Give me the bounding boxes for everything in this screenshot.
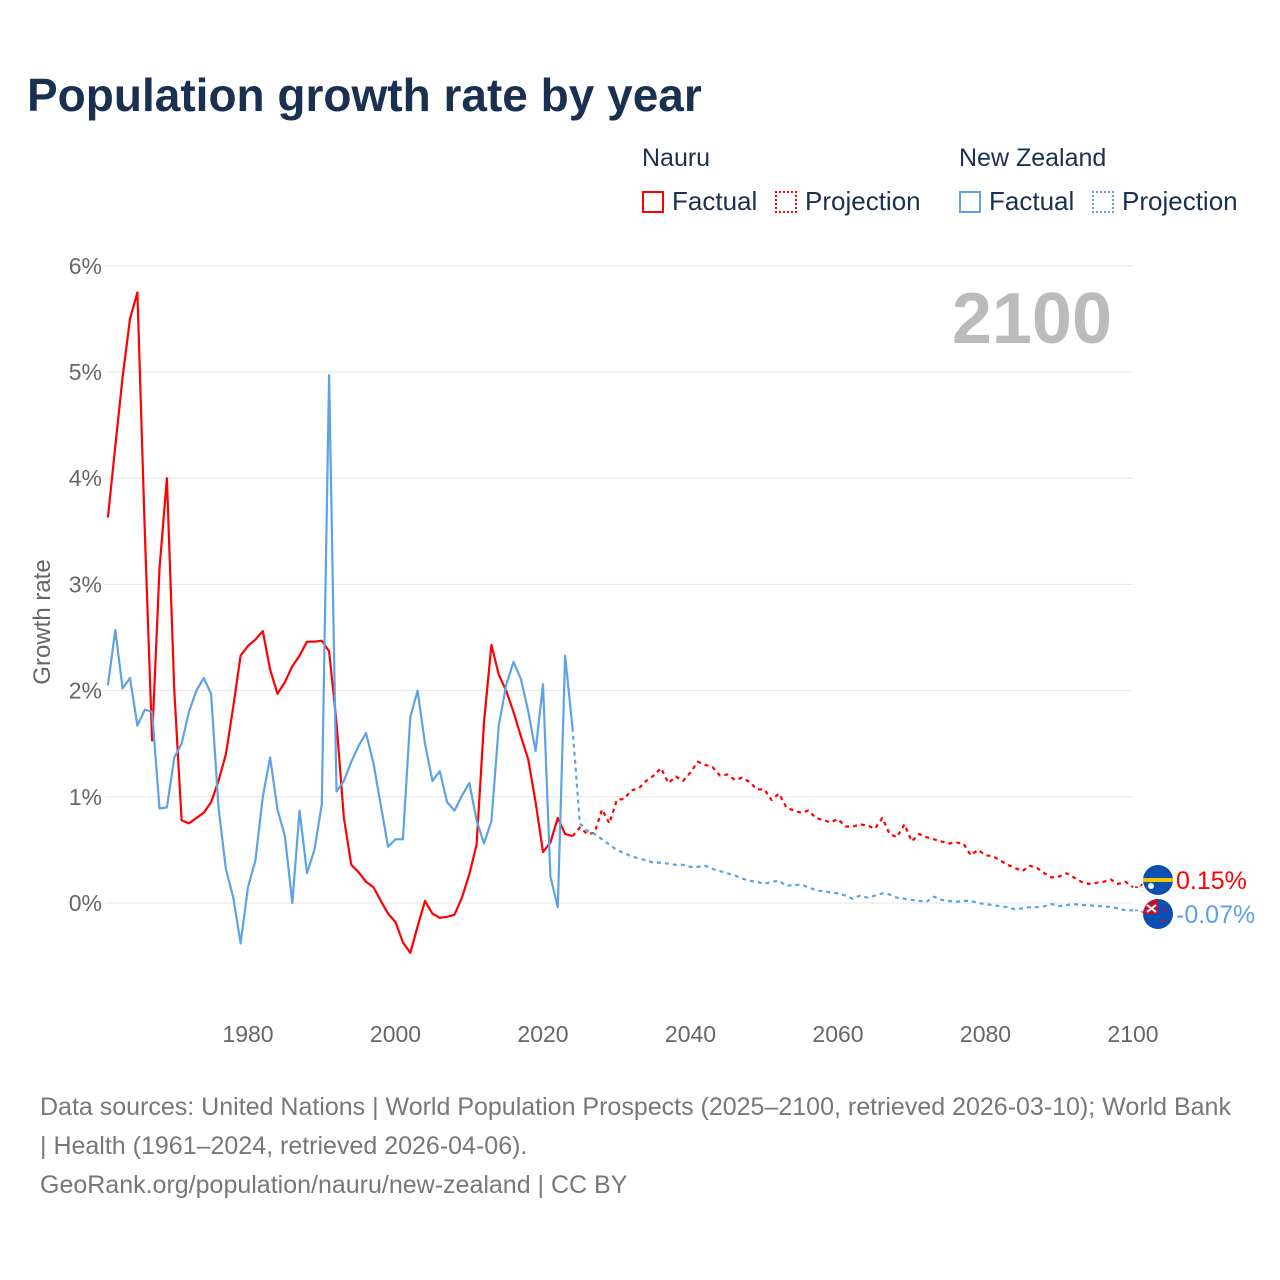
legend-label: Projection [805,186,921,216]
x-tick-label: 2000 [370,1021,421,1047]
legend-swatch-dotted-icon [1092,190,1114,213]
footer: Data sources: United Nations | World Pop… [40,1088,1240,1205]
end-connector [1135,879,1152,888]
series-line-nauru-projection [571,760,1134,888]
attribution-link[interactable]: GeoRank.org/population/nauru/new-zealand… [40,1171,628,1199]
series-line-new-zealand-factual [106,374,574,945]
legend-group-new-zealand: New Zealand [959,144,1107,172]
line-chart: 0% 1% 2% 3% 4% 5% 6% 1980 2000 2020 2040 2060 2080 21… [29,253,1255,1047]
end-value-label: -0.07% [1176,901,1255,929]
y-tick-label: 3% [69,571,102,597]
y-tick-label: 4% [69,465,102,491]
nauru-flag-icon [1143,865,1173,895]
x-tick-label: 2060 [812,1021,863,1047]
legend-nz-projection[interactable]: Projection [1092,186,1238,217]
x-tick-label: 1980 [222,1021,273,1047]
x-tick-label: 2040 [665,1021,716,1047]
x-tick-label: 2020 [517,1021,568,1047]
y-tick-label: 0% [69,890,102,916]
x-tick-label: 2080 [960,1021,1011,1047]
end-value-label: 0.15% [1176,867,1247,895]
chart-title: Population growth rate by year [27,69,702,121]
y-tick-label: 2% [69,678,102,704]
legend-swatch-dotted-icon [775,190,797,213]
y-tick-label: 6% [69,253,102,279]
legend-swatch-solid-icon [959,190,981,213]
legend-label: Projection [1122,186,1238,216]
legend-nauru-factual[interactable]: Factual [642,186,757,217]
legend-swatch-solid-icon [642,190,664,213]
data-sources: Data sources: United Nations | World Pop… [40,1093,1231,1160]
legend-label: Factual [672,186,758,216]
series-line-nauru-factual [106,291,573,955]
x-tick-label: 2100 [1107,1021,1158,1047]
year-overlay: 2100 [952,279,1112,359]
series-line-new-zealand-projection [571,727,1133,912]
legend-label: Factual [989,186,1075,216]
y-tick-label: 5% [69,359,102,385]
legend-nauru-projection[interactable]: Projection [775,186,921,217]
y-axis-label: Growth rate [29,559,56,684]
new-zealand-flag-icon [1143,899,1173,929]
legend-group-nauru: Nauru [642,144,711,172]
y-tick-label: 1% [69,784,102,810]
legend-nz-factual[interactable]: Factual [959,186,1074,217]
